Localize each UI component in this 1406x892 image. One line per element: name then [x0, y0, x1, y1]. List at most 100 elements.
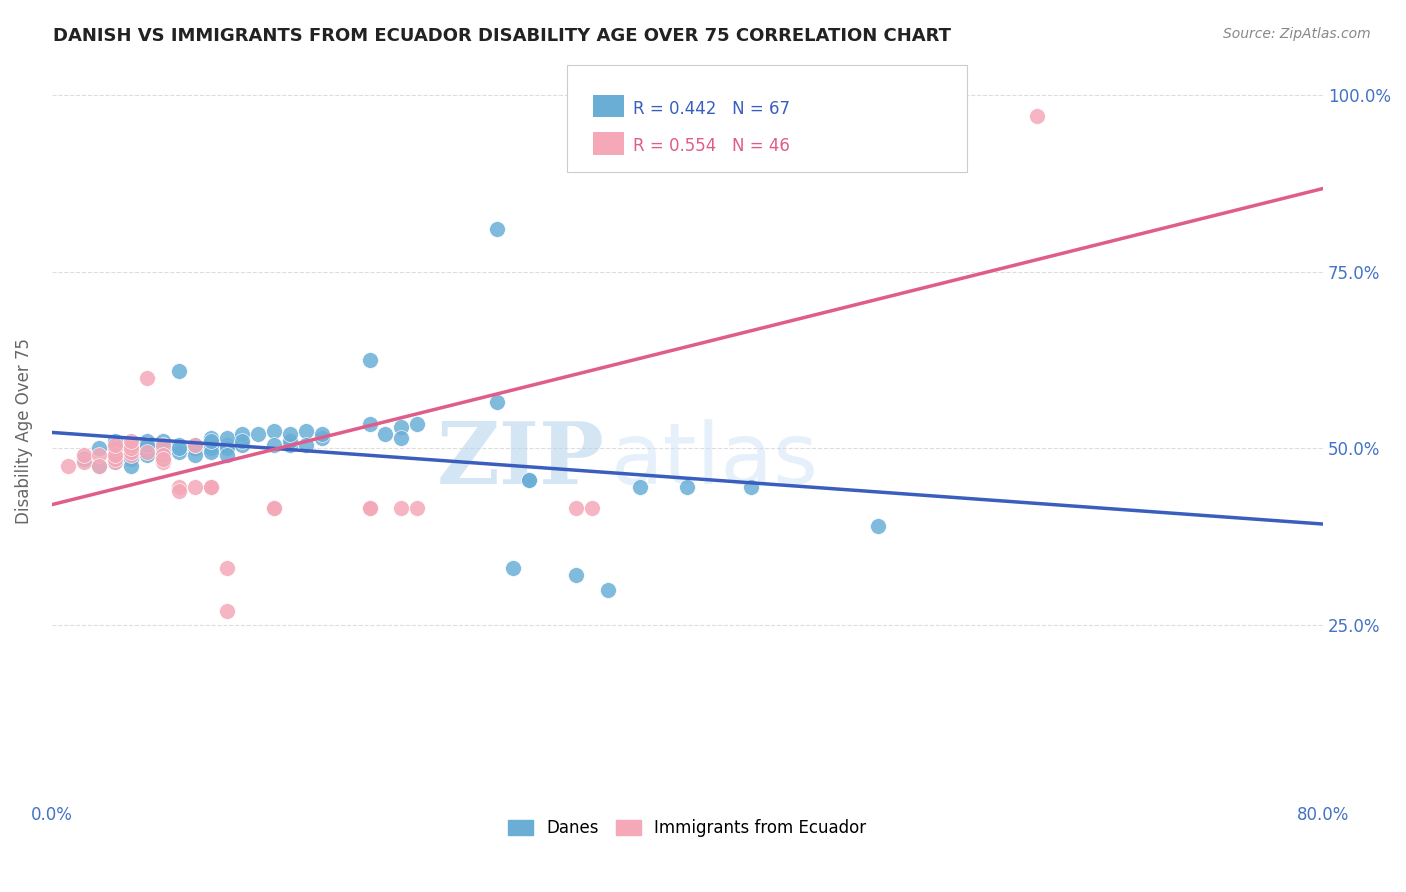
Point: [104, 442, 127, 456]
Point: [485, 222, 508, 236]
Point: [278, 427, 301, 442]
Point: [120, 451, 142, 466]
Point: [120, 444, 142, 458]
Point: [676, 480, 699, 494]
Point: [278, 438, 301, 452]
Point: [152, 451, 174, 466]
Point: [868, 519, 890, 533]
Point: [389, 501, 412, 516]
Point: [136, 442, 159, 456]
Point: [231, 427, 253, 442]
Point: [184, 448, 207, 462]
Point: [104, 451, 127, 466]
Point: [231, 434, 253, 449]
Point: [311, 431, 333, 445]
Point: [263, 438, 285, 452]
Point: [1026, 109, 1049, 123]
Point: [215, 442, 238, 456]
Point: [136, 370, 159, 384]
Point: [136, 444, 159, 458]
Point: [517, 473, 540, 487]
Point: [389, 431, 412, 445]
Point: [136, 438, 159, 452]
Point: [120, 442, 142, 456]
Point: [565, 568, 588, 582]
Point: [628, 480, 651, 494]
Point: [167, 442, 190, 456]
Point: [167, 483, 190, 498]
Point: [167, 444, 190, 458]
FancyBboxPatch shape: [593, 132, 624, 154]
Point: [120, 448, 142, 462]
Point: [152, 448, 174, 462]
Y-axis label: Disability Age Over 75: Disability Age Over 75: [15, 337, 32, 524]
Point: [502, 561, 524, 575]
FancyBboxPatch shape: [593, 95, 624, 118]
Point: [200, 480, 222, 494]
Point: [200, 431, 222, 445]
Point: [72, 455, 94, 469]
Point: [200, 480, 222, 494]
Point: [215, 561, 238, 575]
Point: [152, 438, 174, 452]
Point: [167, 438, 190, 452]
Point: [295, 438, 318, 452]
Point: [406, 417, 429, 431]
Point: [120, 444, 142, 458]
Text: DANISH VS IMMIGRANTS FROM ECUADOR DISABILITY AGE OVER 75 CORRELATION CHART: DANISH VS IMMIGRANTS FROM ECUADOR DISABI…: [53, 27, 952, 45]
Point: [152, 451, 174, 466]
Text: R = 0.554   N = 46: R = 0.554 N = 46: [633, 136, 790, 154]
Point: [215, 604, 238, 618]
Point: [89, 448, 111, 462]
Point: [278, 434, 301, 449]
Point: [596, 582, 619, 597]
Point: [152, 448, 174, 462]
Point: [374, 427, 396, 442]
Legend: Danes, Immigrants from Ecuador: Danes, Immigrants from Ecuador: [501, 811, 875, 846]
Point: [263, 501, 285, 516]
Point: [136, 434, 159, 449]
Point: [89, 442, 111, 456]
Point: [517, 473, 540, 487]
Point: [104, 448, 127, 462]
Point: [120, 438, 142, 452]
Point: [184, 438, 207, 452]
Point: [184, 438, 207, 452]
Point: [72, 451, 94, 466]
Point: [263, 424, 285, 438]
Point: [120, 458, 142, 473]
Point: [215, 448, 238, 462]
Point: [184, 438, 207, 452]
Point: [152, 442, 174, 456]
Point: [231, 438, 253, 452]
Point: [359, 353, 381, 368]
Point: [167, 363, 190, 377]
Point: [311, 427, 333, 442]
Point: [152, 434, 174, 449]
Point: [89, 458, 111, 473]
Text: ZIP: ZIP: [437, 418, 605, 502]
Point: [581, 501, 603, 516]
Point: [104, 455, 127, 469]
Point: [200, 442, 222, 456]
Point: [120, 442, 142, 456]
Point: [359, 417, 381, 431]
Point: [200, 444, 222, 458]
Point: [104, 442, 127, 456]
Point: [152, 438, 174, 452]
Point: [200, 434, 222, 449]
Point: [215, 438, 238, 452]
Point: [565, 501, 588, 516]
Point: [184, 480, 207, 494]
Point: [740, 480, 762, 494]
Point: [184, 442, 207, 456]
Point: [263, 501, 285, 516]
Point: [914, 109, 936, 123]
Text: R = 0.442   N = 67: R = 0.442 N = 67: [633, 100, 790, 118]
Point: [120, 434, 142, 449]
Point: [104, 434, 127, 449]
Point: [104, 455, 127, 469]
Point: [200, 438, 222, 452]
Point: [247, 427, 270, 442]
Point: [56, 458, 79, 473]
